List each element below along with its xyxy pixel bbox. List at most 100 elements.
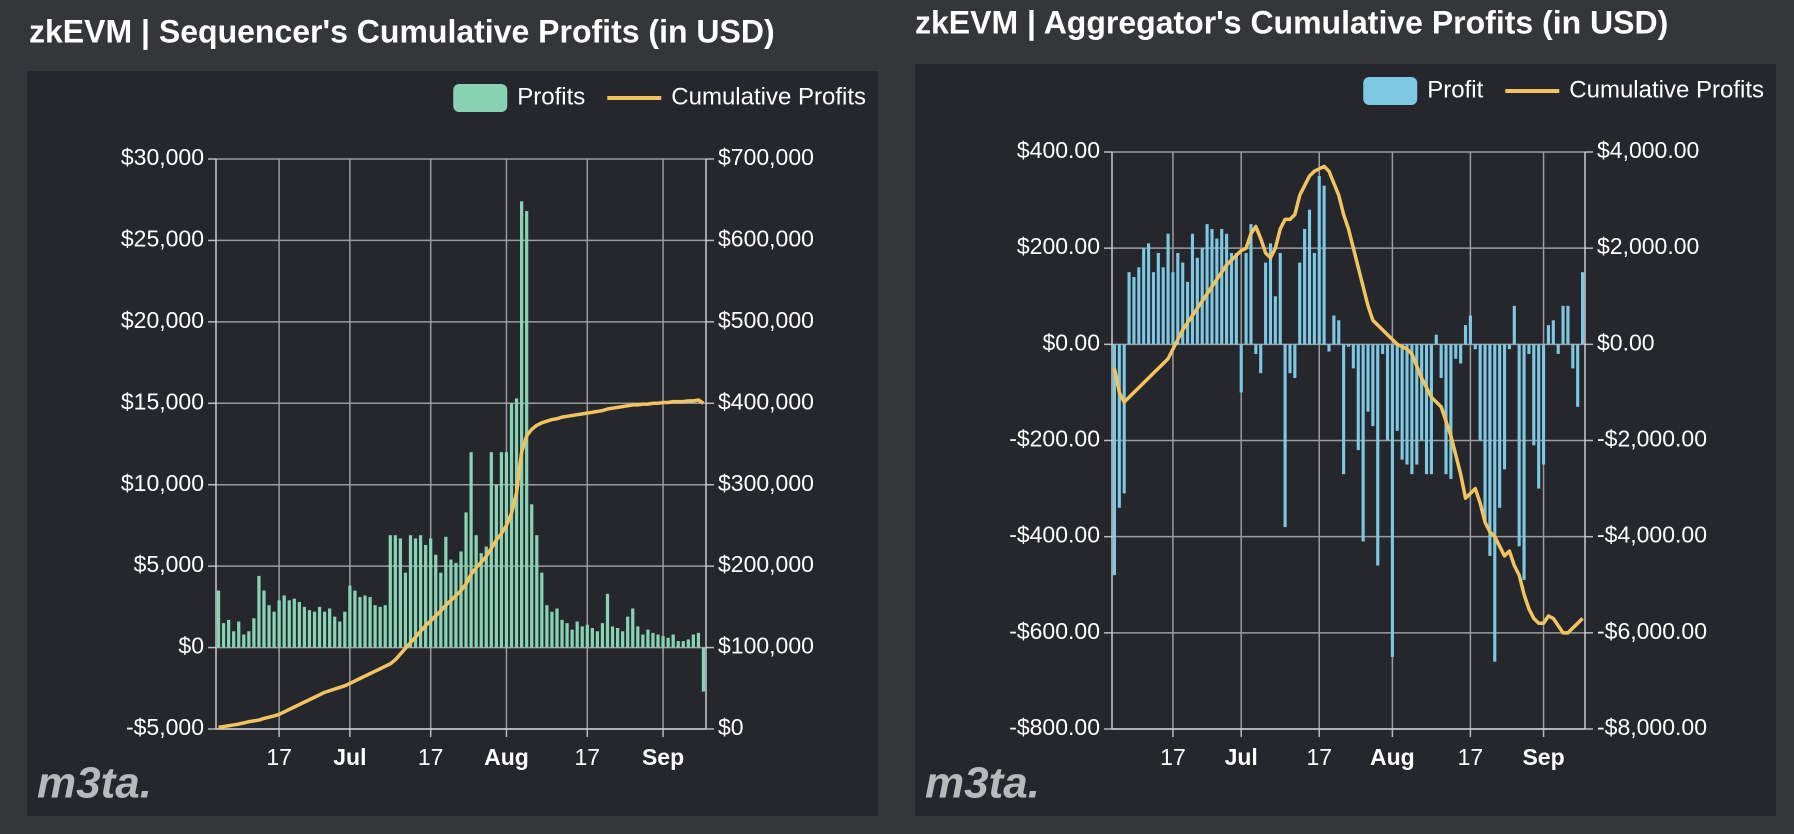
bar — [1293, 344, 1297, 378]
bar — [1264, 262, 1268, 345]
bar — [403, 572, 408, 648]
y2-tick-label: $400,000 — [718, 388, 814, 414]
bar — [555, 608, 559, 648]
bar — [221, 623, 226, 648]
y2-tick-label: $300,000 — [718, 470, 814, 496]
bar — [1561, 305, 1565, 345]
bar — [1288, 344, 1292, 374]
bar — [701, 647, 706, 692]
bar — [307, 610, 312, 648]
bar — [560, 619, 564, 648]
bar — [525, 211, 529, 648]
x-tick-label: 17 — [266, 744, 292, 770]
bar — [1317, 176, 1321, 345]
bar — [1502, 344, 1507, 470]
bar — [464, 512, 468, 648]
bar — [1298, 262, 1302, 345]
bar — [535, 535, 539, 648]
bar — [1541, 344, 1546, 465]
bar — [499, 452, 504, 648]
bar — [343, 611, 347, 648]
bar — [1181, 262, 1185, 345]
chart-title: zkEVM | Aggregator's Cumulative Profits … — [915, 4, 1668, 40]
bar — [484, 546, 488, 648]
bar — [1351, 344, 1355, 369]
bar — [353, 590, 357, 648]
x-tick-label: Jul — [333, 744, 366, 770]
bar — [257, 575, 261, 648]
bar — [615, 628, 620, 648]
y-tick-label: $10,000 — [121, 470, 204, 496]
bar — [1342, 344, 1346, 475]
bar — [1527, 344, 1531, 354]
bar — [696, 632, 701, 648]
bar — [570, 629, 574, 648]
chart-panel — [27, 71, 878, 816]
bar — [1312, 252, 1316, 345]
legend-swatch — [1363, 77, 1418, 105]
y2-tick-label: $0 — [718, 714, 744, 740]
legend-label: Cumulative Profits — [671, 83, 866, 110]
y2-tick-label: $500,000 — [718, 307, 814, 333]
bar — [1444, 344, 1448, 475]
bar — [676, 641, 680, 648]
bar — [1307, 209, 1312, 345]
bar — [1463, 325, 1468, 345]
y2-tick-label: $0.00 — [1597, 329, 1655, 355]
bar — [1507, 344, 1511, 350]
bar — [1366, 344, 1370, 412]
y2-tick-label: $100,000 — [718, 633, 814, 659]
y-tick-label: $30,000 — [121, 144, 204, 170]
y2-tick-label: $200,000 — [718, 551, 814, 577]
bar — [1439, 344, 1443, 378]
bar — [590, 628, 594, 648]
bar — [1220, 228, 1224, 345]
bar — [1278, 252, 1282, 345]
bar — [1142, 248, 1146, 345]
bar — [1488, 344, 1492, 556]
bar — [494, 484, 498, 648]
bar — [580, 626, 584, 648]
bar — [585, 624, 589, 648]
bar — [1454, 344, 1458, 359]
y-tick-label: $15,000 — [121, 388, 204, 414]
y-tick-label: $0 — [178, 633, 204, 659]
y-tick-label: $5,000 — [134, 551, 204, 577]
bar — [444, 536, 448, 648]
bar — [1571, 344, 1575, 369]
bar — [530, 504, 534, 648]
bar — [312, 611, 317, 648]
x-tick-label: Sep — [642, 744, 684, 770]
bar — [474, 535, 478, 648]
bar — [1546, 325, 1550, 345]
bar — [595, 631, 600, 648]
y2-tick-label: -$2,000.00 — [1597, 426, 1707, 452]
bar — [322, 611, 327, 648]
watermark: m3ta. — [925, 759, 1040, 808]
bar — [1332, 315, 1336, 345]
bar — [1205, 224, 1209, 345]
bar — [1161, 267, 1165, 345]
bar — [1556, 344, 1560, 354]
bar — [1239, 344, 1243, 393]
bar — [277, 600, 281, 648]
bar — [1259, 344, 1263, 374]
bar — [1176, 252, 1180, 345]
bar — [479, 553, 483, 648]
bar — [1122, 344, 1126, 494]
bar — [1156, 252, 1160, 345]
x-tick-label: 17 — [1458, 744, 1484, 770]
bar — [1483, 344, 1487, 523]
bar — [691, 634, 695, 648]
bar — [252, 618, 256, 648]
bar — [454, 562, 458, 648]
bar — [540, 572, 544, 648]
bar — [363, 595, 367, 648]
bar — [550, 611, 554, 648]
bar — [509, 403, 514, 648]
bar — [1566, 305, 1570, 345]
bar — [388, 535, 392, 648]
bar — [1234, 252, 1238, 345]
bar — [646, 629, 650, 648]
